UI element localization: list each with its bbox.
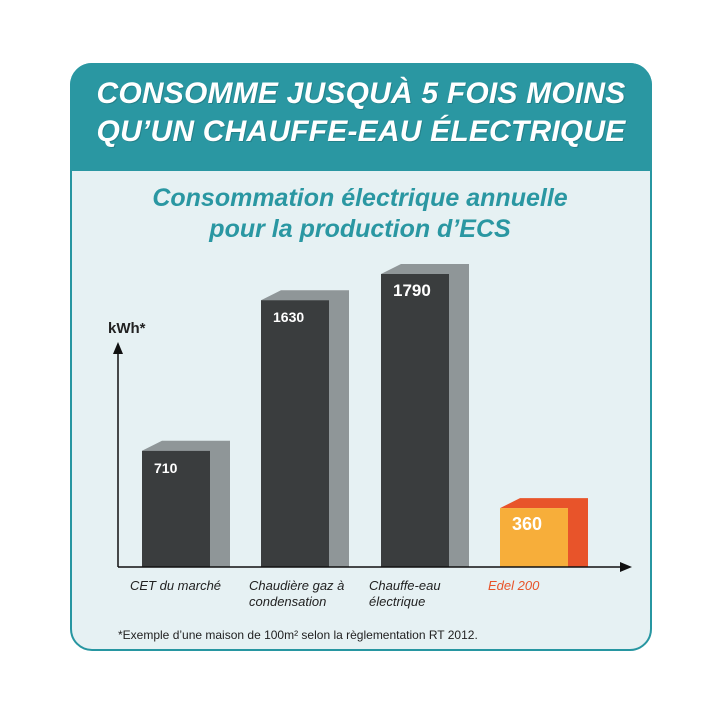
chart-title: Consommation électrique annuelle pour la…: [0, 183, 720, 245]
bar-2: [381, 274, 449, 567]
bar-1: [261, 300, 329, 567]
headline-banner: CONSOMME JUSQUÀ 5 FOIS MOINS QU’UN CHAUF…: [70, 63, 652, 171]
bar-3-value-label: 360: [512, 514, 542, 534]
category-label-1-1: condensation: [249, 594, 326, 609]
y-axis-arrow: [113, 342, 123, 354]
chart-title-line-2: pour la production d’ECS: [209, 215, 511, 243]
bar-3-depth: [500, 498, 588, 567]
bar-1-value-label: 1630: [273, 309, 304, 325]
category-label-0-0: CET du marché: [130, 578, 221, 593]
bar-0-value-label: 710: [154, 460, 178, 476]
category-label-2-0: Chauffe-eau: [369, 578, 441, 593]
bar-2-depth: [381, 264, 469, 567]
headline-line-1: CONSOMME JUSQUÀ 5 FOIS MOINS: [96, 77, 626, 110]
labels-layer: 710 CET du marché 1630 Chaudière gaz àconde…: [108, 281, 542, 609]
category-label-3-0: Edel 200: [488, 578, 540, 593]
y-axis-label: kWh*: [108, 320, 146, 337]
bar-0: [142, 450, 210, 567]
x-axis-arrow: [620, 562, 632, 572]
category-label-2-1: électrique: [369, 594, 425, 609]
bar-2-value-label: 1790: [393, 281, 431, 300]
axes-layer: [113, 342, 632, 572]
bars-layer: [142, 264, 588, 567]
headline-line-2: QU’UN CHAUFFE-EAU ÉLECTRIQUE: [96, 115, 626, 148]
category-label-1-0: Chaudière gaz à: [249, 578, 344, 593]
bar-1-depth: [261, 290, 349, 567]
footnote: *Exemple d’une maison de 100m² selon la …: [118, 628, 478, 642]
bar-0-depth: [142, 440, 230, 567]
bar-3: [500, 508, 568, 567]
chart-title-line-1: Consommation électrique annuelle: [152, 184, 568, 212]
